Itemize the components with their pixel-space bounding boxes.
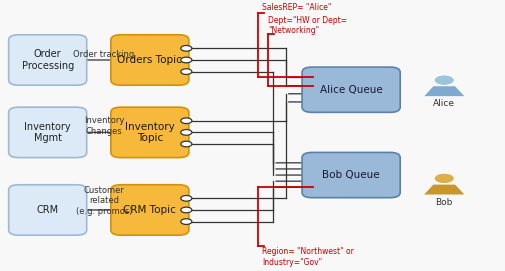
Circle shape (180, 69, 191, 75)
Circle shape (433, 75, 453, 85)
FancyBboxPatch shape (301, 67, 399, 112)
FancyBboxPatch shape (9, 35, 86, 85)
Circle shape (180, 118, 191, 124)
Text: Inventory
Topic: Inventory Topic (125, 122, 174, 143)
Circle shape (180, 141, 191, 147)
Circle shape (180, 207, 191, 213)
Polygon shape (422, 86, 465, 97)
Text: Alice Queue: Alice Queue (319, 85, 382, 95)
Circle shape (433, 173, 453, 183)
Circle shape (180, 130, 191, 135)
Polygon shape (422, 184, 465, 195)
FancyBboxPatch shape (9, 107, 86, 158)
Text: Orders Topic: Orders Topic (117, 55, 182, 65)
Circle shape (180, 219, 191, 224)
Circle shape (180, 46, 191, 51)
FancyBboxPatch shape (111, 185, 188, 235)
FancyBboxPatch shape (9, 185, 86, 235)
Text: Order
Processing: Order Processing (22, 49, 74, 71)
Circle shape (180, 195, 191, 201)
Text: SalesREP= "Alice": SalesREP= "Alice" (262, 3, 331, 12)
Text: CRM: CRM (36, 205, 59, 215)
Text: Alice: Alice (432, 99, 454, 108)
Text: Inventory
Mgmt: Inventory Mgmt (24, 122, 71, 143)
Text: Bob Queue: Bob Queue (322, 170, 379, 180)
Text: Bob: Bob (435, 198, 452, 207)
FancyBboxPatch shape (111, 35, 188, 85)
Text: Inventory
Changes: Inventory Changes (84, 116, 124, 136)
FancyBboxPatch shape (301, 152, 399, 198)
FancyBboxPatch shape (111, 107, 188, 158)
Circle shape (180, 57, 191, 63)
Text: CRM Topic: CRM Topic (123, 205, 176, 215)
Text: Region= "Northwest" or
Industry="Gov": Region= "Northwest" or Industry="Gov" (262, 247, 353, 267)
Text: Order tracking: Order tracking (73, 50, 134, 59)
Text: Dept="HW or Dept=
"Networking": Dept="HW or Dept= "Networking" (268, 16, 346, 36)
Text: Customer
related
(e.g. promos): Customer related (e.g. promos) (76, 186, 132, 216)
